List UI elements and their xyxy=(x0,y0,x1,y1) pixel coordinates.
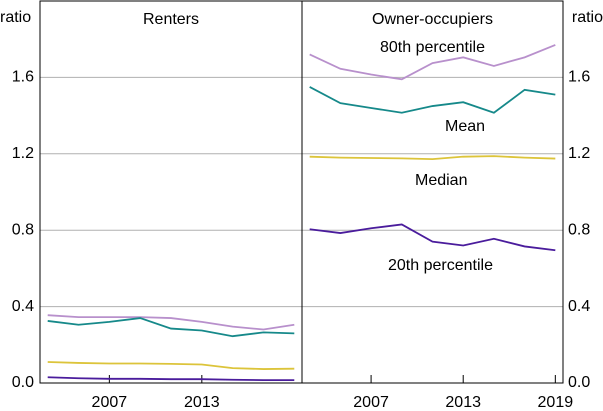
series-line xyxy=(47,376,295,382)
y-tick-label: 0.0 xyxy=(12,374,34,391)
y-tick-label: 1.6 xyxy=(568,69,590,86)
x-tick-label: 2007 xyxy=(353,394,389,411)
panel-title: Owner-occupiers xyxy=(372,11,493,28)
x-tick-label: 2007 xyxy=(92,394,128,411)
series-label: 80th percentile xyxy=(380,39,485,56)
y-tick-label: 0.8 xyxy=(12,221,34,238)
y-tick-label: 0.0 xyxy=(568,374,590,391)
series-line xyxy=(309,155,556,161)
y-axis-label: ratio xyxy=(0,9,31,26)
series-line xyxy=(47,314,295,331)
y-tick-label: 1.2 xyxy=(568,145,590,162)
y-tick-label: 1.2 xyxy=(12,145,34,162)
y-tick-label: 0.4 xyxy=(12,298,34,315)
y-axis-label: ratio xyxy=(572,9,603,26)
x-tick-label: 2019 xyxy=(538,394,574,411)
series-line xyxy=(309,86,556,114)
y-tick-label: 1.6 xyxy=(12,69,34,86)
series-line xyxy=(309,44,556,81)
y-tick-label: 0.8 xyxy=(568,221,590,238)
series-label: Mean xyxy=(445,118,485,135)
series-label: Median xyxy=(415,172,467,189)
series-line xyxy=(309,223,556,252)
y-tick-label: 0.4 xyxy=(568,298,590,315)
series-line xyxy=(47,317,295,338)
x-tick-label: 2013 xyxy=(184,394,220,411)
series-line xyxy=(47,361,295,370)
panel-title: Renters xyxy=(143,11,199,28)
series-label: 20th percentile xyxy=(388,257,493,274)
x-tick-label: 2013 xyxy=(445,394,481,411)
